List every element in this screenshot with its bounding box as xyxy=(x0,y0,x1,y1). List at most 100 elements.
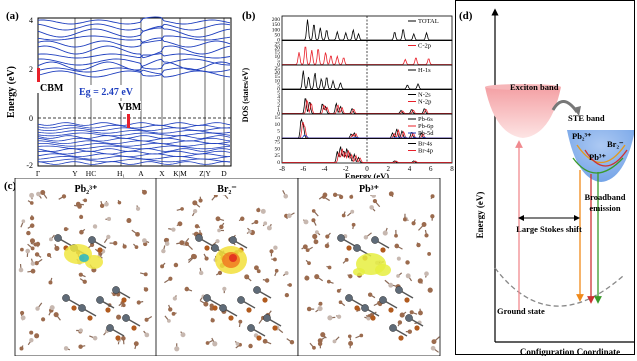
atom xyxy=(30,201,34,205)
ground-state-label: Ground state xyxy=(497,306,545,316)
valence-band-line xyxy=(38,136,230,139)
atom xyxy=(359,334,363,338)
atom xyxy=(350,210,354,214)
atom xyxy=(314,239,319,244)
atom xyxy=(144,272,148,276)
atom xyxy=(181,332,186,337)
panel-b-label: (b) xyxy=(242,10,256,22)
atom xyxy=(211,318,215,322)
atom xyxy=(20,311,24,315)
br-atom xyxy=(121,297,126,302)
atom xyxy=(199,271,203,275)
atom xyxy=(416,243,420,247)
atom xyxy=(64,346,68,350)
atom xyxy=(116,315,121,320)
conduction-band-line xyxy=(38,59,230,69)
atom xyxy=(398,320,402,324)
atom xyxy=(30,223,35,228)
atom xyxy=(19,268,24,273)
atom xyxy=(339,300,343,304)
atom xyxy=(172,312,176,316)
pb-atom xyxy=(229,236,236,243)
dos-legend-label: H-1s xyxy=(418,67,431,74)
atom xyxy=(333,193,337,197)
valence-band-line xyxy=(38,162,230,165)
atom xyxy=(368,293,372,297)
a-xtick-zy: Z|Y xyxy=(199,169,211,178)
atom xyxy=(167,319,171,323)
panel-b-ylabel: DOS (states/eV) xyxy=(241,67,250,122)
atom xyxy=(118,201,122,205)
panel-a-label: (a) xyxy=(6,10,19,22)
conduction-band-line xyxy=(38,68,230,76)
atom xyxy=(418,278,423,283)
dos-ytick: 50 xyxy=(275,146,281,152)
dos-ytick: 75 xyxy=(275,140,281,146)
br2-label: Br₂⁻ xyxy=(607,139,624,149)
atom xyxy=(79,215,83,219)
atom xyxy=(145,318,149,322)
br-atom xyxy=(262,297,267,302)
dos-ytick: 10 xyxy=(275,122,281,128)
atom xyxy=(327,315,332,320)
pb-atom xyxy=(395,286,402,293)
a-ytick-0: 0 xyxy=(29,114,33,123)
atom xyxy=(212,341,217,346)
atom xyxy=(222,287,226,291)
pb-atom xyxy=(88,236,95,243)
atom xyxy=(204,256,208,260)
atom xyxy=(348,341,353,346)
atom xyxy=(389,191,394,196)
atom xyxy=(165,241,170,246)
atom xyxy=(428,288,433,293)
structure-box: Pb³⁺ xyxy=(298,178,440,356)
exciton-band-label: Exciton band xyxy=(510,82,559,92)
atom xyxy=(319,302,323,306)
atom xyxy=(30,238,35,243)
atom xyxy=(333,339,337,343)
atom xyxy=(325,234,329,238)
atom xyxy=(431,339,436,344)
atom xyxy=(168,277,172,281)
atom xyxy=(142,238,147,243)
ste-mechanism-diagram: (d) Energy (eV) Configuration Coordinate… xyxy=(455,0,637,356)
pb-atom xyxy=(371,236,378,243)
br-atom xyxy=(404,297,409,302)
atom xyxy=(192,200,197,205)
a-xtick-y: Y xyxy=(72,169,78,178)
br-atom xyxy=(398,335,403,340)
atom xyxy=(49,237,53,241)
dos-legend-label: N-2s xyxy=(418,92,431,99)
cbm-marker xyxy=(37,68,40,82)
pb-atom xyxy=(112,286,119,293)
dos-xtick: -6 xyxy=(300,165,306,173)
atom xyxy=(191,254,196,259)
atom xyxy=(171,228,175,232)
atom xyxy=(254,220,258,224)
atom xyxy=(79,273,83,277)
atom xyxy=(427,252,431,256)
pb-atom xyxy=(54,234,61,241)
dos-legend-label: Pb-6p xyxy=(418,123,434,130)
exciton-band-shape xyxy=(485,87,561,138)
atom xyxy=(257,269,261,273)
atom xyxy=(422,222,427,227)
dos-xtick: -8 xyxy=(279,165,285,173)
atom xyxy=(217,229,221,233)
dos-xtick: 4 xyxy=(408,165,412,173)
atom xyxy=(64,227,68,231)
atom xyxy=(160,264,164,268)
br-atom xyxy=(370,315,375,320)
atom xyxy=(174,263,179,268)
pb-atom xyxy=(263,314,270,321)
a-xtick-km: K|M xyxy=(173,169,187,178)
br-atom xyxy=(131,325,136,330)
atom xyxy=(283,194,288,199)
atom xyxy=(180,207,184,211)
br-atom xyxy=(71,305,76,310)
atom xyxy=(83,198,87,202)
dos-xtick: 8 xyxy=(450,165,454,173)
atom xyxy=(275,269,279,273)
pb-atom xyxy=(379,296,386,303)
atom xyxy=(431,194,435,198)
